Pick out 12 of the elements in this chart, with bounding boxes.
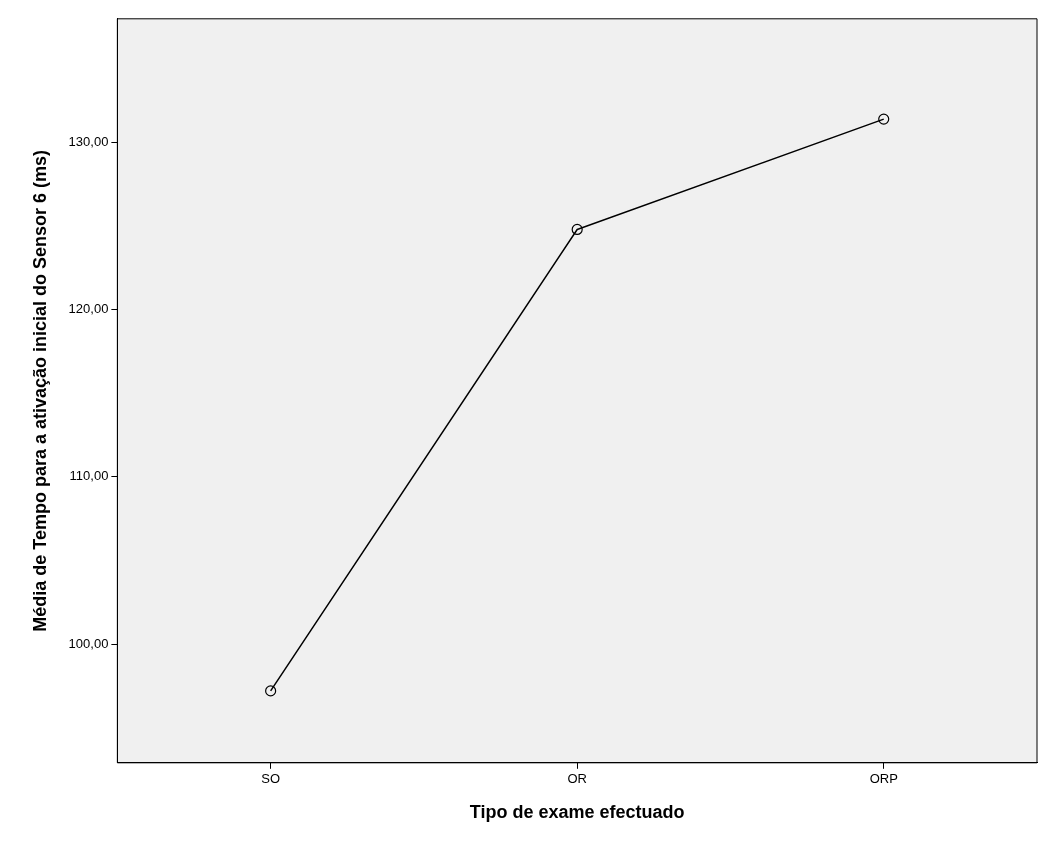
y-tick-label: 100,00 (68, 635, 109, 651)
point (265, 685, 277, 697)
y-axis-title: Média de Tempo para a ativação inicial do Sensor 6 (ms) (29, 149, 50, 632)
x-tick-label: ORP (869, 771, 898, 787)
x-axis-title: Tipo de exame efectuado (469, 802, 685, 823)
x-tick-label: OR (567, 771, 587, 787)
point (571, 223, 583, 236)
y-tick-label: 130,00 (68, 134, 109, 150)
y-tick-label: 110,00 (69, 468, 109, 484)
y-tick-label: 120,00 (68, 301, 109, 317)
x-tick-label: SO (261, 771, 281, 787)
point (878, 113, 890, 125)
